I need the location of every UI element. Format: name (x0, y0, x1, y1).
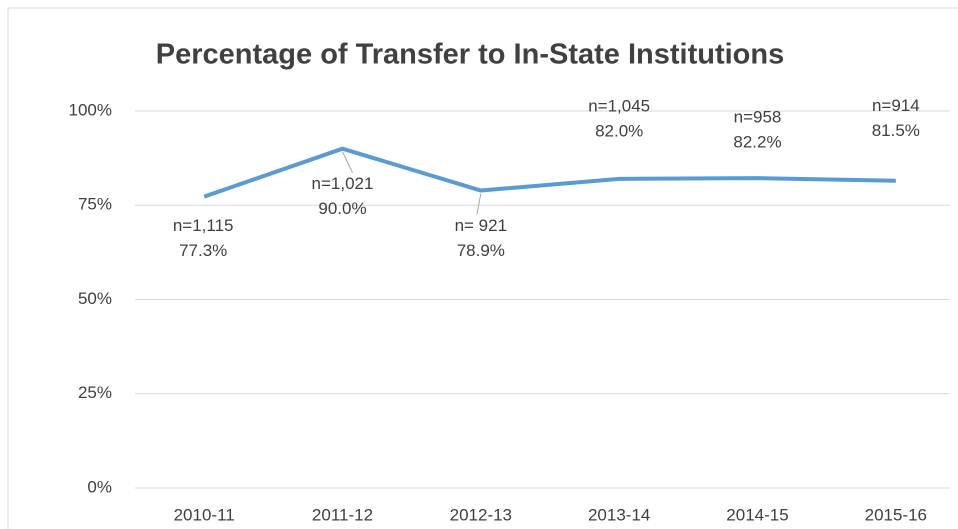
line-series (203, 146, 896, 199)
x-tick-label: 2015-16 (865, 505, 927, 524)
data-label: 77.3% (179, 241, 227, 260)
chart-border (7, 7, 958, 529)
x-tick-label: 2013-14 (588, 505, 650, 524)
data-label-n: n=958 (734, 108, 782, 127)
leader-line (476, 193, 482, 215)
x-tick-label: 2011-12 (312, 505, 373, 524)
data-label-n: n= 921 (455, 216, 507, 235)
leader-line (342, 151, 353, 173)
x-tick-label: 2012-13 (450, 505, 512, 524)
x-tick-label: 2010-11 (174, 505, 235, 524)
y-tick-label: 50% (78, 289, 112, 308)
data-label-n: n=1,115 (173, 216, 234, 235)
chart-title: Percentage of Transfer to In-State Insti… (156, 39, 784, 71)
data-label: 82.2% (733, 133, 781, 152)
data-label: 82.0% (595, 121, 643, 140)
data-label: 81.5% (872, 121, 920, 140)
data-label: 90.0% (318, 199, 366, 218)
y-tick-label: 0% (87, 477, 112, 496)
y-tick-label: 75% (78, 195, 112, 214)
data-label-n: n=914 (872, 96, 920, 115)
data-label-n: n=1,021 (312, 174, 374, 193)
y-tick-label: 25% (78, 383, 112, 402)
x-tick-label: 2014-15 (726, 505, 788, 524)
y-tick-label: 100% (69, 100, 112, 119)
data-label: 78.9% (457, 241, 505, 260)
data-label-n: n=1,045 (588, 96, 650, 115)
